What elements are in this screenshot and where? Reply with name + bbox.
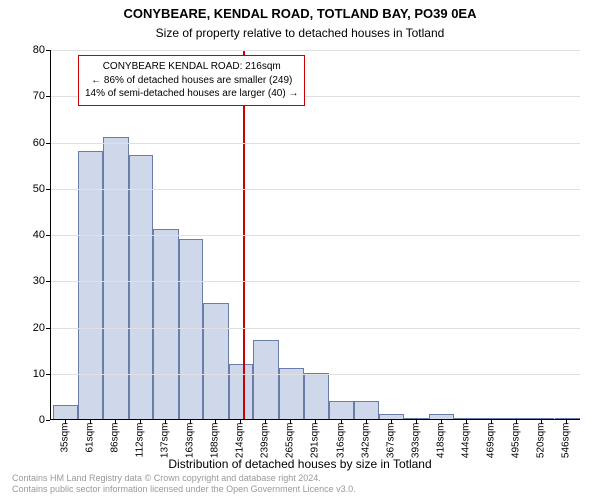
histogram-bar xyxy=(404,418,429,419)
histogram-bar xyxy=(429,414,455,419)
histogram-bar xyxy=(253,340,279,419)
histogram-bar xyxy=(304,373,329,419)
gridline xyxy=(51,374,580,375)
y-tick-mark xyxy=(46,235,50,236)
histogram-bar xyxy=(504,418,529,419)
y-tick-label: 70 xyxy=(33,90,45,102)
gridline xyxy=(51,189,580,190)
gridline xyxy=(51,235,580,236)
histogram-bar xyxy=(354,401,379,420)
histogram-bar xyxy=(379,414,405,419)
histogram-bar xyxy=(555,418,581,419)
histogram-bar xyxy=(454,418,479,419)
histogram-bar xyxy=(529,418,555,419)
histogram-bar xyxy=(103,137,129,419)
y-tick-label: 10 xyxy=(33,368,45,380)
histogram-bar xyxy=(279,368,305,419)
y-tick-mark xyxy=(46,96,50,97)
y-tick-mark xyxy=(46,420,50,421)
y-tick-mark xyxy=(46,281,50,282)
gridline xyxy=(51,50,580,51)
gridline xyxy=(51,328,580,329)
chart-title-sub: Size of property relative to detached ho… xyxy=(0,26,600,40)
y-tick-mark xyxy=(46,189,50,190)
histogram-bar xyxy=(129,155,154,419)
annotation-line2: ← 86% of detached houses are smaller (24… xyxy=(85,74,298,88)
y-tick-label: 50 xyxy=(33,183,45,195)
footer-line1: Contains HM Land Registry data © Crown c… xyxy=(12,473,356,485)
annotation-line1: CONYBEARE KENDAL ROAD: 216sqm xyxy=(85,60,298,74)
histogram-bar xyxy=(329,401,355,420)
chart-title-main: CONYBEARE, KENDAL ROAD, TOTLAND BAY, PO3… xyxy=(0,6,600,21)
y-tick-label: 80 xyxy=(33,44,45,56)
y-tick-mark xyxy=(46,374,50,375)
annotation-callout: CONYBEARE KENDAL ROAD: 216sqm ← 86% of d… xyxy=(78,55,305,106)
y-tick-label: 60 xyxy=(33,137,45,149)
histogram-bar xyxy=(78,151,103,419)
y-tick-mark xyxy=(46,143,50,144)
y-tick-mark xyxy=(46,328,50,329)
plot-area xyxy=(50,50,580,420)
histogram-bar xyxy=(203,303,229,419)
gridline xyxy=(51,281,580,282)
y-tick-mark xyxy=(46,50,50,51)
y-tick-label: 20 xyxy=(33,322,45,334)
histogram-bar xyxy=(179,239,204,419)
histogram-bar xyxy=(229,364,254,420)
y-tick-label: 30 xyxy=(33,275,45,287)
footer-attribution: Contains HM Land Registry data © Crown c… xyxy=(12,473,356,496)
y-tick-label: 0 xyxy=(39,414,45,426)
gridline xyxy=(51,143,580,144)
histogram-bar xyxy=(153,229,179,419)
annotation-line3: 14% of semi-detached houses are larger (… xyxy=(85,87,298,101)
footer-line2: Contains public sector information licen… xyxy=(12,484,356,496)
histogram-bar xyxy=(53,405,79,419)
histogram-bar xyxy=(479,418,505,419)
y-tick-label: 40 xyxy=(33,229,45,241)
x-axis-label: Distribution of detached houses by size … xyxy=(0,457,600,471)
